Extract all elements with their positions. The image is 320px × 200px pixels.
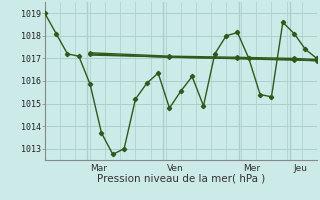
Text: Mar: Mar <box>90 164 107 173</box>
Text: Mer: Mer <box>243 164 260 173</box>
X-axis label: Pression niveau de la mer( hPa ): Pression niveau de la mer( hPa ) <box>97 174 265 184</box>
Text: Jeu: Jeu <box>293 164 307 173</box>
Text: Ven: Ven <box>166 164 183 173</box>
